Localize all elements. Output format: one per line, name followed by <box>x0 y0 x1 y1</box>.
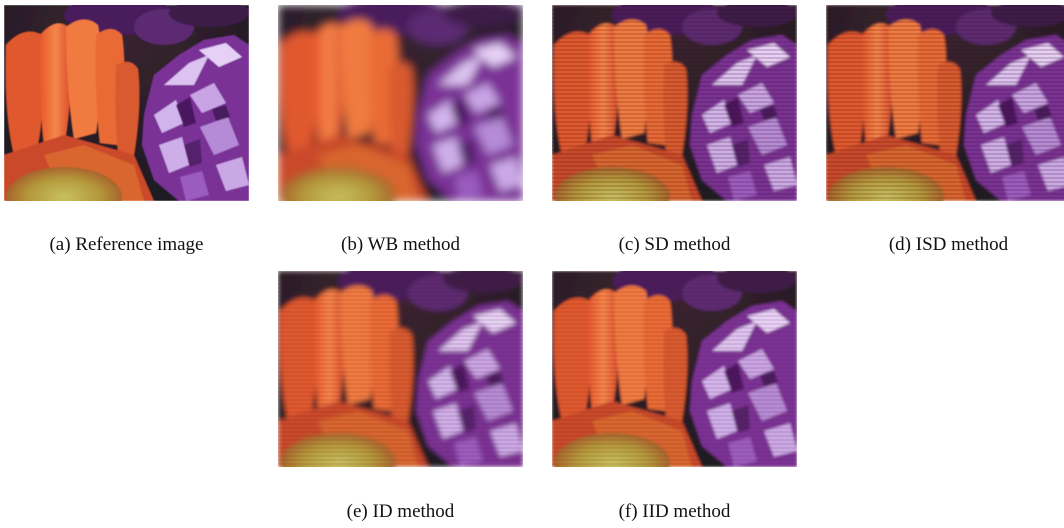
caption-reference-image: (a) Reference image <box>49 234 204 255</box>
caption-sd-method: (c) SD method <box>618 234 731 255</box>
iid-method-flower-image <box>552 271 797 467</box>
caption-id-method: (e) ID method <box>346 501 455 522</box>
sd-method-flower-image <box>552 5 797 201</box>
id-method-flower-image <box>278 271 523 467</box>
reference-image-panel <box>4 5 249 201</box>
id-method-panel <box>278 271 523 467</box>
reference-flower-image <box>4 5 249 201</box>
isd-method-panel <box>826 5 1064 201</box>
wb-method-panel <box>278 5 523 201</box>
sd-method-panel <box>552 5 797 201</box>
wb-method-flower-image <box>278 5 523 201</box>
iid-method-panel <box>552 271 797 467</box>
caption-isd-method: (d) ISD method <box>888 234 1009 255</box>
isd-method-flower-image <box>826 5 1064 201</box>
caption-iid-method: (f) IID method <box>618 501 731 522</box>
caption-wb-method: (b) WB method <box>341 234 460 255</box>
